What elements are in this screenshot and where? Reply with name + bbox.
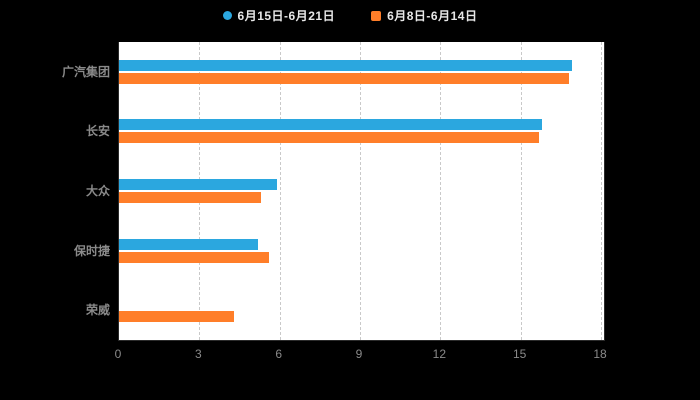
bar[interactable] (119, 251, 269, 263)
bar[interactable] (119, 238, 259, 250)
category-label: 保时捷 (73, 243, 110, 258)
bar[interactable] (119, 119, 543, 131)
legend-label-current-week: 6月15日-6月21日 (237, 9, 336, 23)
bar[interactable] (119, 72, 569, 84)
x-tick-label: 15 (512, 347, 527, 361)
bar[interactable] (119, 132, 540, 144)
legend-circle-marker-icon (222, 11, 232, 20)
plot-area (118, 42, 605, 341)
x-tick-label: 3 (194, 347, 202, 361)
bar[interactable] (119, 179, 277, 190)
grid-line (440, 42, 442, 340)
category-label: 长安 (85, 124, 110, 139)
grid-line (601, 42, 602, 340)
grid-line (199, 42, 201, 340)
legend-label-previous-week: 6月8日-6月14日 (387, 9, 478, 23)
x-tick-label: 9 (355, 347, 363, 361)
category-label: 大众 (85, 184, 110, 198)
grid-line (520, 42, 522, 340)
legend: 6月15日-6月21日 6月8日-6月14日 (0, 7, 700, 24)
legend-item-previous-week[interactable]: 6月8日-6月14日 (371, 7, 477, 24)
x-tick-label: 12 (432, 347, 446, 361)
x-tick-label: 6 (275, 347, 282, 361)
legend-square-marker-icon (371, 10, 382, 21)
x-tick-label: 0 (114, 347, 122, 361)
category-label: 广汽集团 (61, 64, 110, 79)
category-label: 荣威 (85, 303, 110, 318)
bar[interactable] (119, 192, 261, 203)
x-tick-label: 18 (593, 347, 607, 361)
grid-line (360, 42, 361, 340)
legend-item-current-week[interactable]: 6月15日-6月21日 (222, 7, 336, 24)
bar[interactable] (119, 59, 572, 71)
grid-line (279, 42, 281, 340)
bar[interactable] (119, 311, 235, 323)
